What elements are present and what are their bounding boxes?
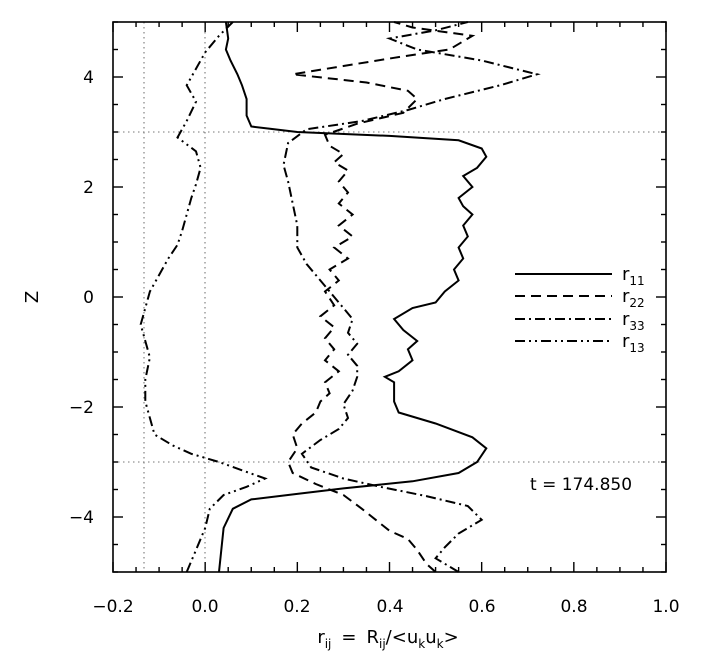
legend-r11-sub: 11 [629,274,644,288]
legend-r33-sub: 33 [629,319,644,333]
x-label-R-sub: ij [379,637,386,651]
x-tick-label: 0.4 [376,597,403,617]
x-label-close: > [444,627,459,648]
x-label-k2: k [437,637,444,651]
x-tick-label: 0.6 [468,597,495,617]
ticks-layer [112,21,667,573]
legend-r11-base: r [622,264,630,285]
x-label-k1: k [418,637,425,651]
x-tick-label: 0.2 [283,597,310,617]
series-line-r22 [286,21,476,573]
x-label-slash: /< [386,627,407,648]
y-tick-labels: −4 −2 0 2 4 [69,68,94,528]
x-tick-labels: −0.2 0.0 0.2 0.4 0.6 0.8 1.0 [92,597,679,617]
legend-label-r13: r13 [622,331,645,355]
y-tick-label: 0 [83,288,94,308]
legend-label-r22: r22 [622,286,645,310]
reference-lines [113,22,666,572]
x-label-r-sub: ij [325,637,332,651]
series-line-r13 [139,21,268,573]
legend-label-r11: r11 [622,264,645,288]
legend-r13-sub: 13 [629,341,644,355]
legend-r22-base: r [622,286,630,307]
y-tick-label: 2 [83,178,94,198]
y-tick-label: −4 [69,508,94,528]
x-tick-label: 1.0 [652,597,679,617]
legend-label-r33: r33 [622,309,645,333]
series-line-r11 [218,21,488,573]
x-label-equals: = [341,627,356,648]
x-label-R: R [366,627,379,648]
x-label-u2: u [425,627,436,648]
x-tick-label: 0.8 [560,597,587,617]
legend-r22-sub: 22 [629,296,644,310]
legend: r11 r22 r33 r13 [515,264,645,355]
series-layer [139,21,541,573]
time-annotation: t = 174.850 [530,475,632,495]
x-label-u1: u [407,627,418,648]
y-tick-label: 4 [83,68,94,88]
y-tick-label: −2 [69,398,94,418]
legend-r13-base: r [622,331,630,352]
legend-r33-base: r [622,309,630,330]
x-label-r: r [317,627,325,648]
x-axis-label: rij = Rij/<ukuk> [317,627,458,651]
y-axis-label: Z [22,291,43,303]
x-tick-label: 0.0 [191,597,218,617]
x-tick-label: −0.2 [92,597,133,617]
